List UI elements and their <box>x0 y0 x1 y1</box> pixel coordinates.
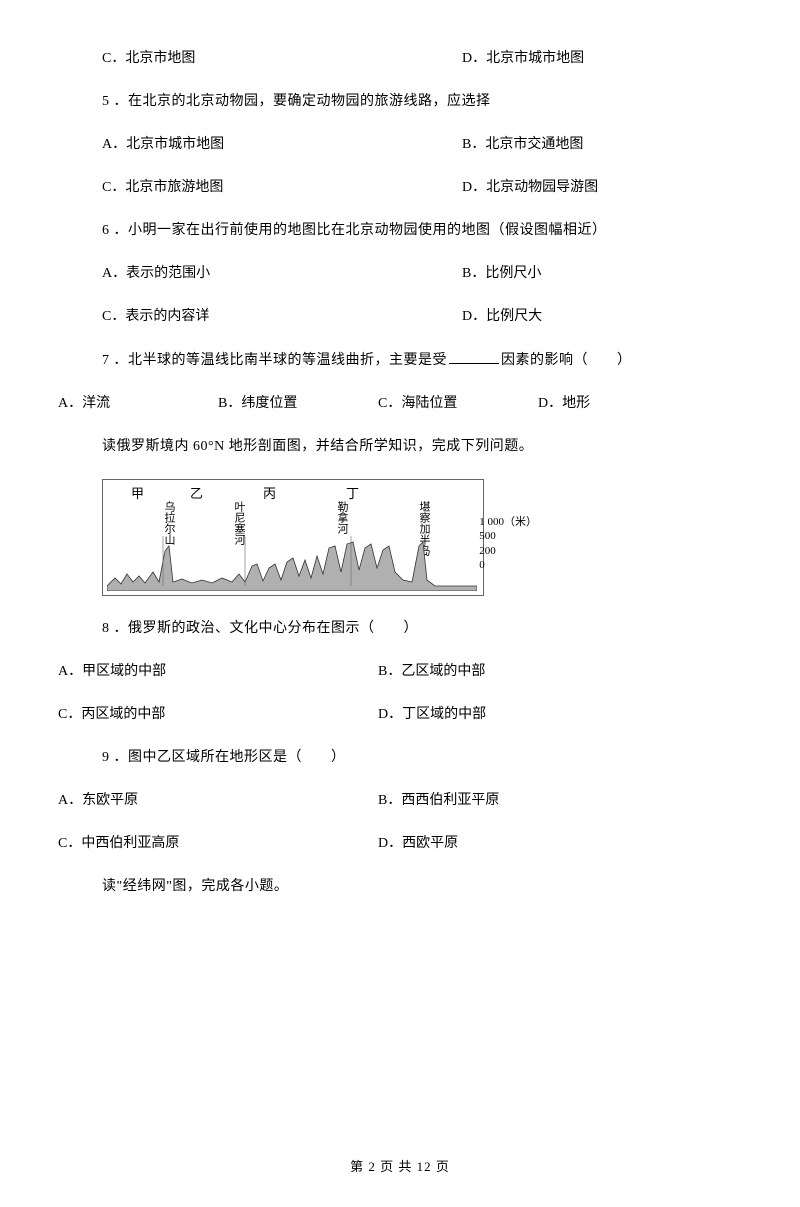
q6-option-d: D．比例尺大 <box>462 306 742 327</box>
blank-underline <box>449 349 499 364</box>
q6-option-b: B．比例尺小 <box>462 263 742 284</box>
q7-stem-pre: 7 ．北半球的等温线比南半球的等温线曲折，主要是受 <box>102 353 447 368</box>
q9-stem: 9 ．图中乙区域所在地形区是（ ） <box>58 747 742 768</box>
passage-latlong: 读"经纬网"图，完成各小题。 <box>58 876 742 897</box>
q5-option-c: C．北京市旅游地图 <box>102 177 462 198</box>
q6-options-cd: C．表示的内容详 D．比例尺大 <box>58 306 742 327</box>
q5-stem: 5 ．在北京的北京动物园，要确定动物园的旅游线路，应选择 <box>58 91 742 112</box>
q8-option-a: A．甲区域的中部 <box>58 661 378 682</box>
q8-options-cd: C．丙区域的中部 D．丁区域的中部 <box>58 704 742 725</box>
q9-option-a: A．东欧平原 <box>58 790 378 811</box>
q9-options-ab: A．东欧平原 B．西西伯利亚平原 <box>58 790 742 811</box>
q8-option-c: C．丙区域的中部 <box>58 704 378 725</box>
elevation-scale: 1 000（米） 500 200 0 <box>479 515 537 572</box>
q7-options: A．洋流 B．纬度位置 C．海陆位置 D．地形 <box>58 393 742 414</box>
region-jia: 甲 <box>131 484 144 504</box>
scale-1000: 1 000（米） <box>479 515 537 529</box>
footer-page: 2 <box>368 1159 376 1174</box>
q7-stem: 7 ．北半球的等温线比南半球的等温线曲折，主要是受 因素的影响（ ） <box>58 349 742 371</box>
q7-option-b: B．纬度位置 <box>218 393 378 414</box>
q7-stem-post: 因素的影响（ ） <box>501 353 632 368</box>
q9-option-c: C．中西伯利亚高原 <box>58 833 378 854</box>
q4-options-cd: C．北京市地图 D．北京市城市地图 <box>58 48 742 69</box>
q7-option-a: A．洋流 <box>58 393 218 414</box>
q7-option-d: D．地形 <box>538 393 658 414</box>
q5-options-cd: C．北京市旅游地图 D．北京动物园导游图 <box>58 177 742 198</box>
q5-option-b: B．北京市交通地图 <box>462 134 742 155</box>
page-content: C．北京市地图 D．北京市城市地图 5 ．在北京的北京动物园，要确定动物园的旅游… <box>0 0 800 1207</box>
terrain-path <box>107 542 477 591</box>
q6-stem: 6 ．小明一家在出行前使用的地图比在北京动物园使用的地图（假设图幅相近） <box>58 220 742 241</box>
scale-500: 500 <box>479 529 537 543</box>
q4-option-c: C．北京市地图 <box>102 48 462 69</box>
q5-option-a: A．北京市城市地图 <box>102 134 462 155</box>
profile-svg <box>107 536 477 591</box>
page-footer: 第 2 页 共 12 页 <box>58 1157 742 1177</box>
q5-option-d: D．北京动物园导游图 <box>462 177 742 198</box>
q4-option-d: D．北京市城市地图 <box>462 48 742 69</box>
passage-russia: 读俄罗斯境内 60°N 地形剖面图，并结合所学知识，完成下列问题。 <box>58 436 742 457</box>
q9-option-d: D．西欧平原 <box>378 833 742 854</box>
region-bing: 丙 <box>263 484 276 504</box>
landmark-lena: 勒拿河 <box>336 501 347 534</box>
q8-option-b: B．乙区域的中部 <box>378 661 742 682</box>
footer-post: 页 <box>432 1159 450 1174</box>
q5-options-ab: A．北京市城市地图 B．北京市交通地图 <box>58 134 742 155</box>
footer-total: 12 <box>417 1159 432 1174</box>
q9-option-b: B．西西伯利亚平原 <box>378 790 742 811</box>
terrain-profile-diagram: 甲 乙 丙 丁 乌拉尔山 叶尼塞河 勒拿河 堪察加半岛 1 000（米） 500… <box>102 479 484 596</box>
q7-option-c: C．海陆位置 <box>378 393 538 414</box>
footer-pre: 第 <box>350 1159 368 1174</box>
footer-mid: 页 共 <box>376 1159 417 1174</box>
q6-options-ab: A．表示的范围小 B．比例尺小 <box>58 263 742 284</box>
q6-option-c: C．表示的内容详 <box>102 306 462 327</box>
q8-stem: 8 ．俄罗斯的政治、文化中心分布在图示（ ） <box>58 618 742 639</box>
scale-200: 200 <box>479 544 537 558</box>
q8-option-d: D．丁区域的中部 <box>378 704 742 725</box>
q6-option-a: A．表示的范围小 <box>102 263 462 284</box>
scale-0: 0 <box>479 558 537 572</box>
region-yi: 乙 <box>190 484 203 504</box>
q8-options-ab: A．甲区域的中部 B．乙区域的中部 <box>58 661 742 682</box>
q9-options-cd: C．中西伯利亚高原 D．西欧平原 <box>58 833 742 854</box>
